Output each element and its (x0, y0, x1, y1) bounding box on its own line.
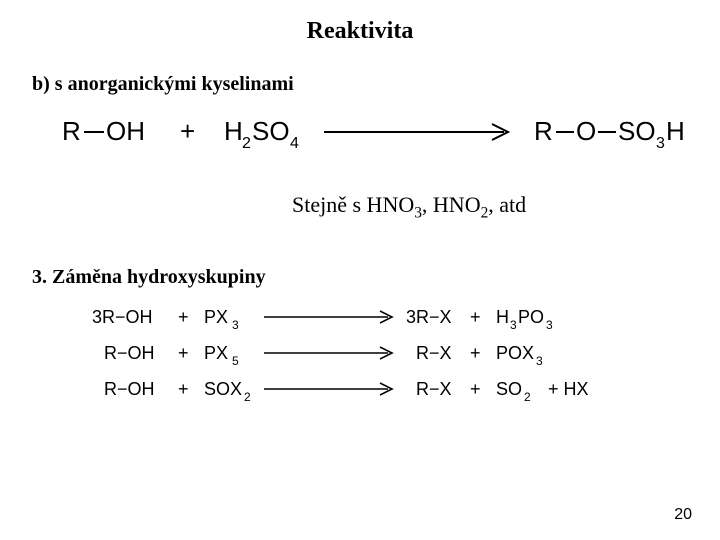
r2-l: R−OH (104, 343, 155, 363)
eq1-pso3: 3 (656, 135, 665, 152)
r2-lrs: 5 (232, 354, 239, 368)
r2-pr: POX (496, 343, 534, 363)
note-prefix: Stejně s HNO (292, 192, 414, 217)
eq1-po: O (576, 116, 596, 146)
slide: Reaktivita b) s anorganickými kyselinami… (0, 0, 720, 540)
page-number: 20 (674, 506, 692, 524)
r3-prs: 2 (524, 390, 531, 404)
r3-pp: + (470, 379, 481, 399)
equation-1: R OH + H 2 SO 4 R O SO 3 H (52, 106, 712, 162)
r2-lp: + (178, 343, 189, 363)
r3-lr: SOX (204, 379, 242, 399)
eq1-pr: R (534, 116, 553, 146)
r3-lp: + (178, 379, 189, 399)
eq1-so4: 4 (290, 135, 299, 152)
eq1-h2: 2 (242, 135, 251, 152)
eq1-so: SO (252, 116, 290, 146)
eq1-plus: + (180, 116, 195, 146)
r1-prt: PO (518, 307, 544, 327)
r1-l: 3R−OH (92, 307, 153, 327)
r1-pr: H (496, 307, 509, 327)
section-3-heading: 3. Záměna hydroxyskupiny (32, 266, 688, 289)
r1-lr: PX (204, 307, 228, 327)
r3-tail: + HX (548, 379, 589, 399)
eq1-ph: H (666, 116, 685, 146)
eq1-h: H (224, 116, 243, 146)
note-sub1: 3 (414, 204, 422, 221)
note-mid: , HNO (422, 192, 481, 217)
r2-p: R−X (416, 343, 452, 363)
r2-pp: + (470, 343, 481, 363)
note-line: Stejně s HNO3, HNO2, atd (32, 192, 688, 222)
r2-prs: 3 (536, 354, 543, 368)
r3-l: R−OH (104, 379, 155, 399)
equation-block-2: 3R−OH + PX 3 3R−X + H 3 PO 3 R−OH + PX 5… (92, 303, 712, 413)
note-suffix: , atd (488, 192, 526, 217)
r1-pp: + (470, 307, 481, 327)
r1-lp: + (178, 307, 189, 327)
r3-lrs: 2 (244, 390, 251, 404)
page-title: Reaktivita (32, 18, 688, 45)
eq1-r: R (62, 116, 81, 146)
r1-p: 3R−X (406, 307, 452, 327)
r3-pr: SO (496, 379, 522, 399)
r3-p: R−X (416, 379, 452, 399)
r1-prts: 3 (546, 318, 553, 332)
r1-prs: 3 (510, 318, 517, 332)
eq1-pso: SO (618, 116, 656, 146)
section-b-heading: b) s anorganickými kyselinami (32, 73, 688, 96)
eq1-oh: OH (106, 116, 145, 146)
r1-lrs: 3 (232, 318, 239, 332)
r2-lr: PX (204, 343, 228, 363)
